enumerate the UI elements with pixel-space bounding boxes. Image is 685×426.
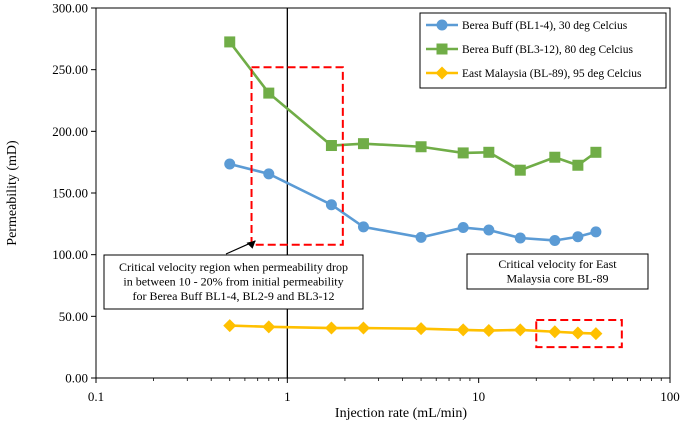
y-tick-label: 150.00 (52, 186, 88, 201)
data-point (549, 234, 561, 246)
legend-box (419, 12, 667, 89)
series-2 (224, 36, 602, 176)
critical-velocity-label-line: Critical velocity for East (498, 257, 617, 271)
critical-region-box (250, 66, 344, 246)
data-point (325, 199, 337, 211)
y-tick-label: 250.00 (52, 62, 88, 77)
data-point (513, 323, 527, 337)
legend: Berea Buff (BL1-4), 30 deg Celcius Berea … (419, 12, 667, 89)
data-point (589, 327, 603, 341)
data-point (456, 323, 470, 337)
y-tick-label: 50.00 (59, 309, 88, 324)
data-point (263, 168, 275, 180)
legend-label: Berea Buff (BL3-12), 80 deg Celcius (462, 44, 633, 56)
data-point (483, 224, 495, 236)
data-point (482, 324, 496, 338)
critical-velocity-label-box (466, 253, 649, 290)
data-point (414, 322, 428, 336)
critical-region-label-line: Critical velocity region when permeabili… (119, 260, 348, 274)
data-point (223, 319, 237, 333)
data-point (590, 226, 602, 238)
y-axis-title: Permeability (mD) (5, 140, 20, 246)
annotations: Critical velocity region when permeabili… (103, 66, 649, 349)
data-point (325, 140, 337, 152)
y-tick-label: 300.00 (52, 1, 88, 16)
data-point (415, 141, 427, 153)
y-tick-label: 100.00 (52, 247, 88, 262)
data-point (514, 164, 526, 176)
data-point (571, 326, 585, 340)
x-tick-label: 0.1 (88, 389, 104, 404)
data-point (457, 222, 469, 234)
legend-entry-2: Berea Buff (BL3-12), 80 deg Celcius (426, 43, 633, 56)
data-point (263, 87, 275, 99)
legend-label: East Malaysia (BL-89), 95 deg Celcius (462, 68, 642, 80)
legend-swatch-marker (436, 19, 448, 31)
legend-swatch-marker (436, 43, 448, 55)
legend-entry-1: Berea Buff (BL1-4), 30 deg Celcius (426, 19, 628, 32)
data-point (356, 321, 370, 335)
data-point (357, 221, 369, 233)
data-point (572, 159, 584, 171)
data-point (590, 146, 602, 158)
legend-label: Berea Buff (BL1-4), 30 deg Celcius (462, 20, 628, 32)
x-tick-label: 1 (284, 389, 291, 404)
series-3 (223, 319, 603, 341)
data-point (572, 231, 584, 243)
series-line (229, 324, 596, 335)
data-point (483, 146, 495, 158)
data-point (548, 325, 562, 339)
data-point (357, 138, 369, 150)
annotation-arrow-head (246, 240, 256, 249)
critical-region-label-line: in between 10 - 20% from initial permeab… (123, 275, 343, 289)
series-line (229, 162, 597, 242)
x-axis-title: Injection rate (mL/min) (335, 406, 468, 421)
critical-velocity-label-line: Malaysia core BL-89 (507, 272, 609, 286)
series-group (223, 36, 603, 341)
critical-region-label-box (103, 254, 364, 310)
x-tick-label: 100 (660, 389, 680, 404)
legend-entry-3: East Malaysia (BL-89), 95 deg Celcius (426, 66, 642, 80)
series-1 (224, 158, 602, 246)
legend-swatch-marker (435, 66, 449, 80)
data-point (514, 232, 526, 244)
data-point (415, 231, 427, 243)
axes: 0.00 50.00 100.00 150.00 200.00 250.00 300.00 0… (5, 1, 680, 422)
data-point (224, 158, 236, 170)
critical-velocity-box (535, 319, 623, 349)
y-tick-label: 200.00 (52, 124, 88, 139)
data-point (324, 321, 338, 335)
data-point (549, 151, 561, 163)
y-tick-label: 0.00 (65, 371, 88, 386)
data-point (457, 147, 469, 159)
data-point (224, 36, 236, 48)
critical-region-label-line: for Berea Buff BL1-4, BL2-9 and BL3-12 (132, 289, 334, 303)
x-tick-label: 10 (472, 389, 485, 404)
data-point (262, 320, 276, 334)
